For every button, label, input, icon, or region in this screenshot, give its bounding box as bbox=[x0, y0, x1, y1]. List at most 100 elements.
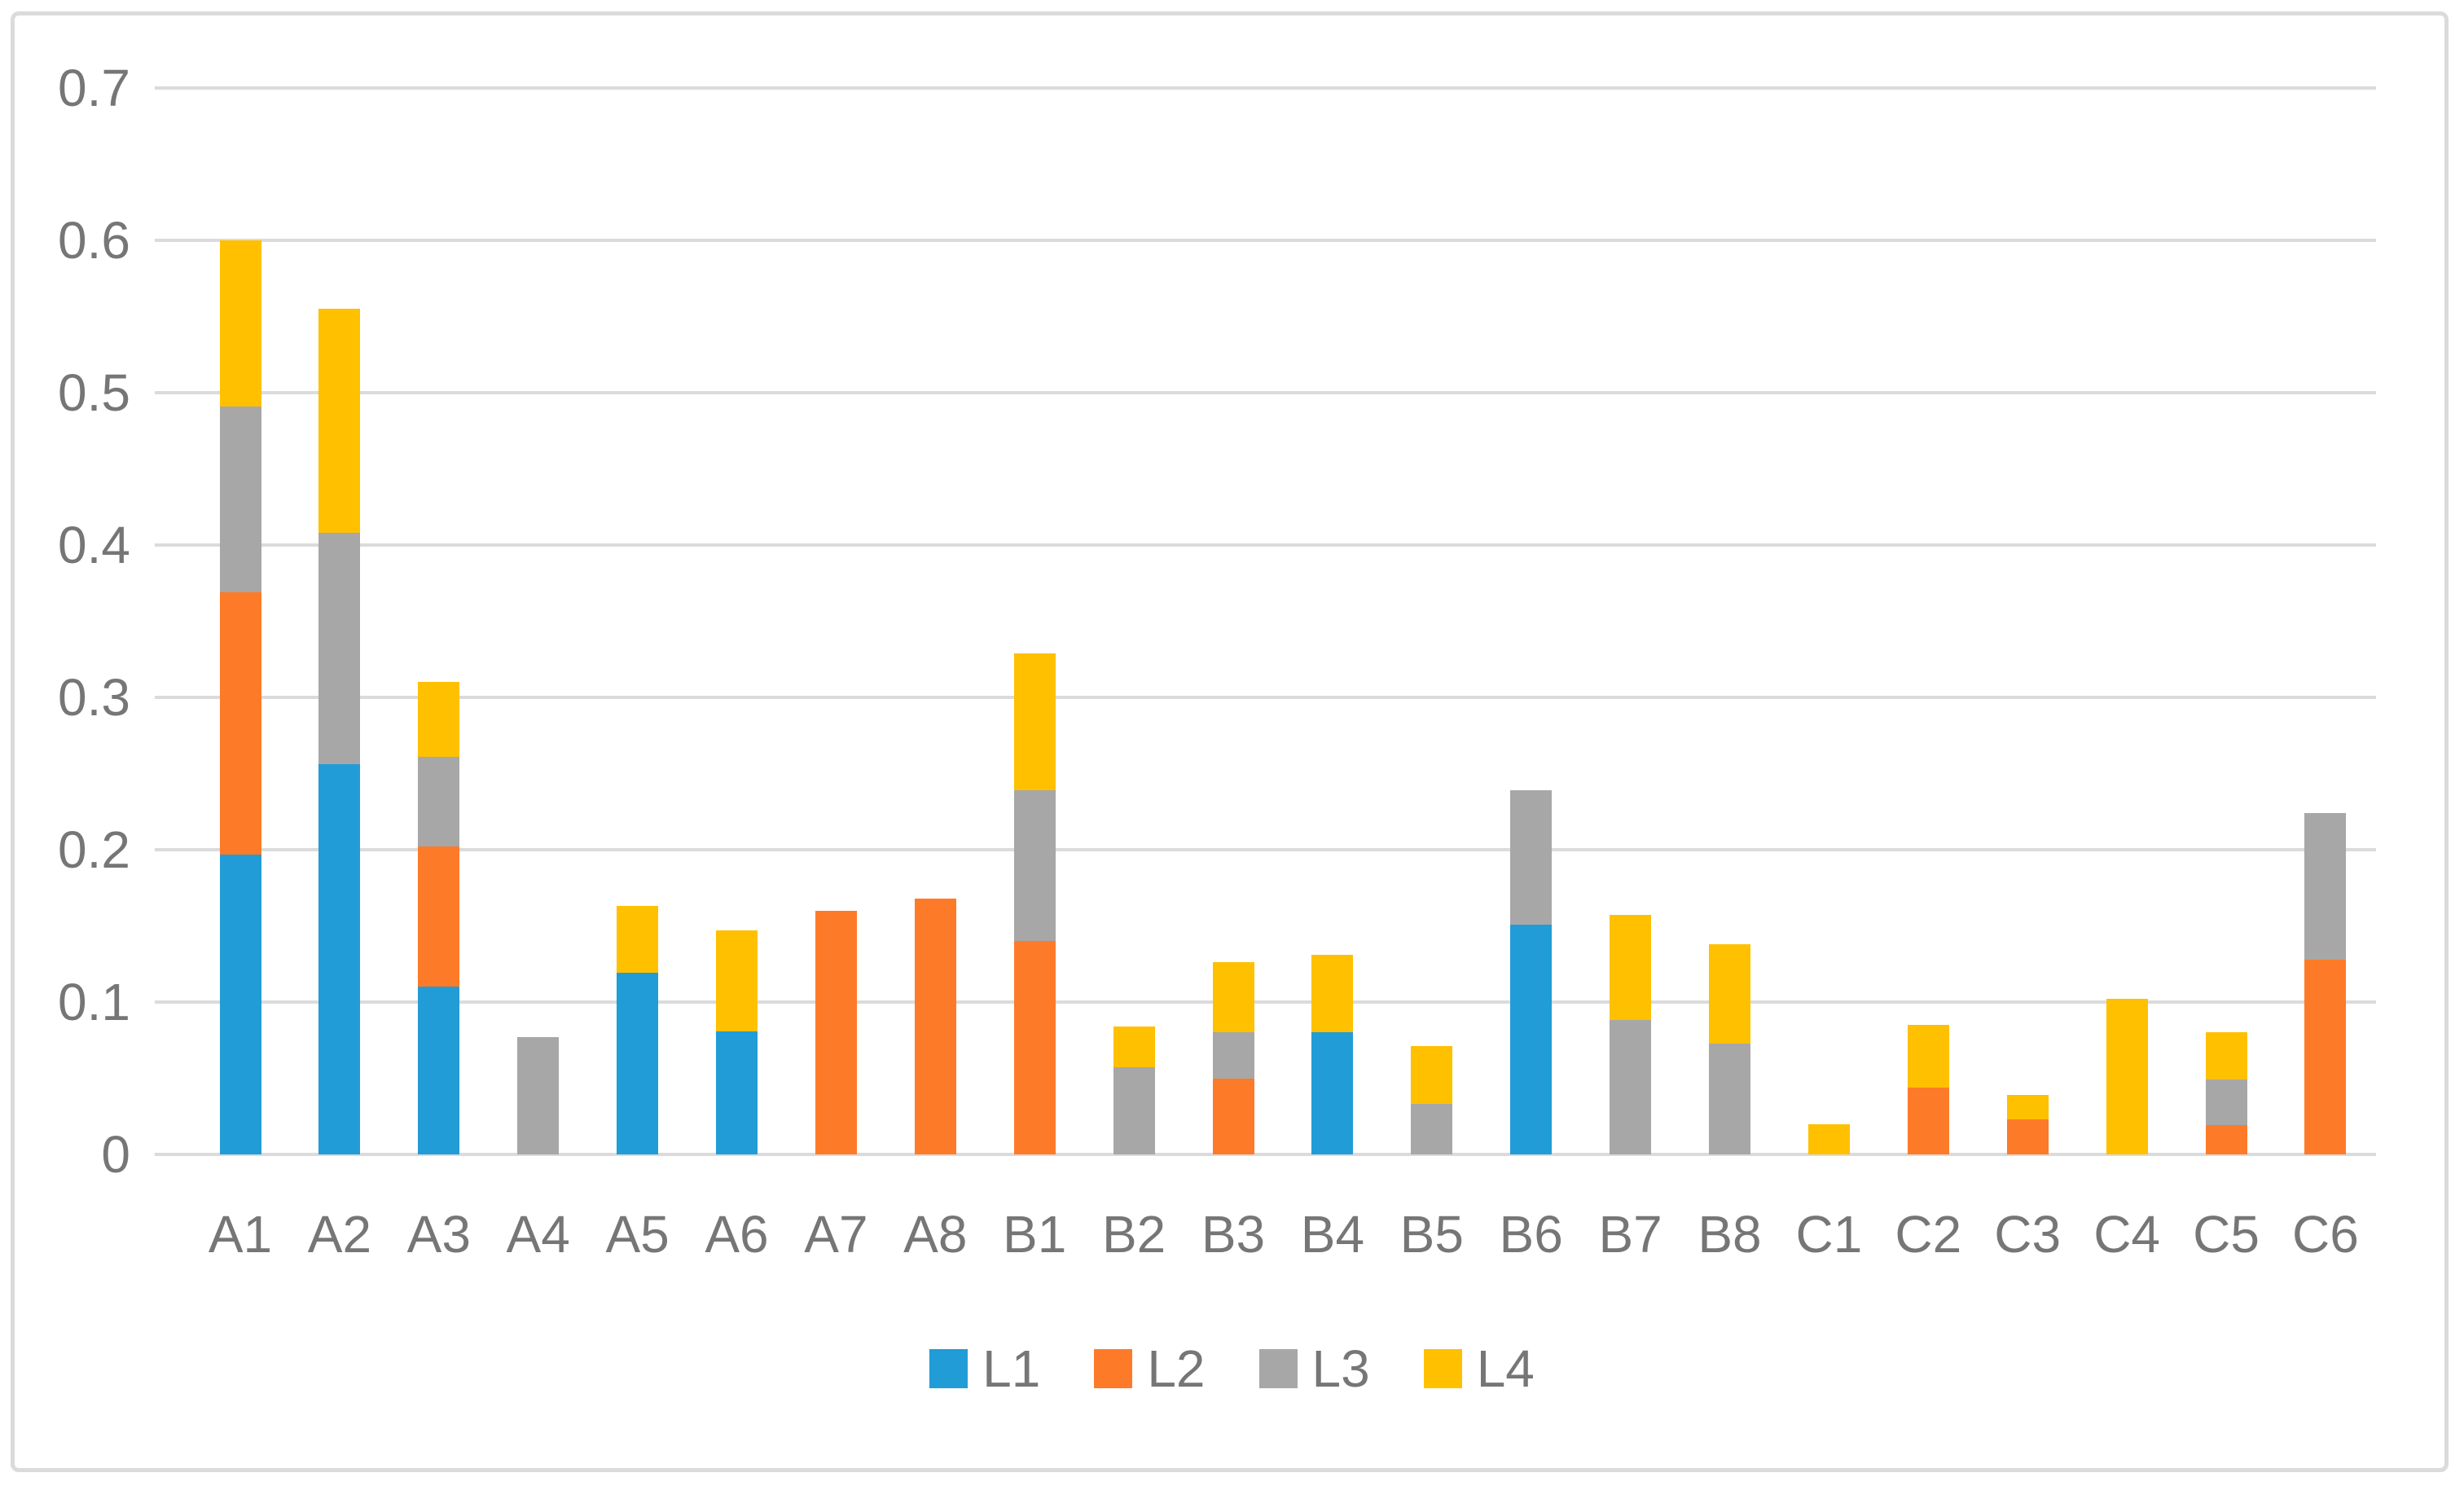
bar-segment-C5-L4 bbox=[2205, 1032, 2247, 1080]
bar-segment-C5-L3 bbox=[2205, 1079, 2247, 1126]
x-category-label-A7: A7 bbox=[804, 1205, 868, 1264]
legend-label-L4: L4 bbox=[1476, 1339, 1535, 1398]
x-category-label-A1: A1 bbox=[208, 1205, 273, 1264]
bar-segment-B4-L4 bbox=[1311, 955, 1354, 1033]
bar-segment-B3-L2 bbox=[1212, 1078, 1254, 1154]
bar-segment-A6-L1 bbox=[716, 1031, 758, 1154]
legend-swatch-L3 bbox=[1258, 1349, 1298, 1388]
gridline-0.1 bbox=[155, 1000, 2376, 1004]
x-category-label-B7: B7 bbox=[1598, 1205, 1662, 1264]
x-category-label-C5: C5 bbox=[2193, 1205, 2260, 1264]
x-category-label-B8: B8 bbox=[1698, 1205, 1762, 1264]
bar-segment-A1-L1 bbox=[219, 854, 261, 1154]
legend-label-L1: L1 bbox=[982, 1339, 1041, 1398]
y-tick-label-0.2: 0.2 bbox=[58, 820, 130, 879]
x-category-label-C6: C6 bbox=[2291, 1205, 2359, 1264]
bar-segment-B1-L2 bbox=[1013, 941, 1056, 1154]
legend-swatch-L2 bbox=[1094, 1349, 1133, 1388]
bar-segment-C3-L4 bbox=[2006, 1095, 2049, 1119]
x-category-label-C2: C2 bbox=[1895, 1205, 1962, 1264]
x-category-label-B6: B6 bbox=[1499, 1205, 1563, 1264]
x-category-label-C4: C4 bbox=[2093, 1205, 2160, 1264]
legend-swatch-L1 bbox=[929, 1349, 968, 1388]
bar-segment-C2-L4 bbox=[1907, 1025, 1949, 1088]
x-category-label-A6: A6 bbox=[705, 1205, 769, 1264]
gridline-0.6 bbox=[155, 239, 2376, 242]
x-category-label-B3: B3 bbox=[1201, 1205, 1266, 1264]
bar-segment-A2-L4 bbox=[318, 309, 361, 534]
legend: L1 L2 L3 L4 bbox=[0, 1343, 2464, 1395]
bar-segment-B7-L3 bbox=[1610, 1020, 1652, 1154]
x-category-label-A5: A5 bbox=[605, 1205, 670, 1264]
bar-segment-A3-L1 bbox=[418, 987, 460, 1154]
gridline-0.5 bbox=[155, 391, 2376, 394]
bar-segment-A3-L2 bbox=[418, 846, 460, 987]
y-tick-label-0.6: 0.6 bbox=[58, 211, 130, 270]
bar-segment-A8-L2 bbox=[914, 898, 956, 1154]
legend-item-L4: L4 bbox=[1423, 1339, 1535, 1398]
x-category-label-A8: A8 bbox=[903, 1205, 968, 1264]
bar-segment-C6-L3 bbox=[2304, 813, 2347, 960]
x-category-label-B4: B4 bbox=[1300, 1205, 1365, 1264]
x-category-label-C1: C1 bbox=[1795, 1205, 1863, 1264]
bar-segment-A2-L1 bbox=[318, 764, 361, 1154]
bar-segment-C4-L4 bbox=[2106, 999, 2148, 1154]
bar-segment-B5-L3 bbox=[1411, 1104, 1453, 1154]
bar-segment-B7-L4 bbox=[1610, 915, 1652, 1021]
legend-label-L2: L2 bbox=[1147, 1339, 1206, 1398]
legend-item-L3: L3 bbox=[1258, 1339, 1370, 1398]
bar-segment-A3-L4 bbox=[418, 682, 460, 757]
y-tick-label-0.5: 0.5 bbox=[58, 363, 130, 422]
x-category-label-B2: B2 bbox=[1101, 1205, 1166, 1264]
legend-item-L2: L2 bbox=[1094, 1339, 1206, 1398]
x-category-label-B5: B5 bbox=[1399, 1205, 1464, 1264]
x-category-label-B1: B1 bbox=[1003, 1205, 1067, 1264]
bar-segment-B3-L3 bbox=[1212, 1032, 1254, 1079]
bar-segment-A4-L3 bbox=[517, 1037, 560, 1154]
y-tick-label-0.1: 0.1 bbox=[58, 973, 130, 1031]
bar-segment-A3-L3 bbox=[418, 756, 460, 847]
gridline-0.4 bbox=[155, 543, 2376, 547]
bar-segment-A1-L4 bbox=[219, 240, 261, 407]
bar-segment-B4-L1 bbox=[1311, 1032, 1354, 1154]
bar-segment-B1-L3 bbox=[1013, 790, 1056, 942]
bar-segment-A1-L2 bbox=[219, 592, 261, 855]
y-tick-label-0.7: 0.7 bbox=[58, 59, 130, 117]
x-category-label-A4: A4 bbox=[506, 1205, 570, 1264]
legend-item-L1: L1 bbox=[929, 1343, 1040, 1395]
legend-label-L3: L3 bbox=[1311, 1339, 1370, 1398]
bar-segment-C3-L2 bbox=[2006, 1119, 2049, 1154]
y-tick-label-0.3: 0.3 bbox=[58, 668, 130, 727]
bar-segment-C6-L2 bbox=[2304, 959, 2347, 1154]
y-tick-label-0.4: 0.4 bbox=[58, 516, 130, 574]
bar-segment-A1-L3 bbox=[219, 406, 261, 592]
x-category-label-A2: A2 bbox=[307, 1205, 372, 1264]
bar-segment-A6-L4 bbox=[716, 930, 758, 1031]
bar-segment-A5-L4 bbox=[617, 906, 659, 974]
bar-segment-B1-L4 bbox=[1013, 653, 1056, 791]
gridline-0.7 bbox=[155, 86, 2376, 90]
bar-segment-C1-L4 bbox=[1807, 1123, 1850, 1154]
bar-segment-C5-L2 bbox=[2205, 1125, 2247, 1154]
bar-segment-B6-L3 bbox=[1510, 790, 1553, 925]
bar-segment-B2-L3 bbox=[1113, 1067, 1155, 1154]
legend-swatch-L4 bbox=[1423, 1349, 1462, 1388]
bar-segment-B6-L1 bbox=[1510, 924, 1553, 1154]
bar-segment-A2-L3 bbox=[318, 533, 361, 765]
y-tick-label-0: 0 bbox=[101, 1125, 130, 1184]
x-category-label-C3: C3 bbox=[1994, 1205, 2062, 1264]
bar-segment-B5-L4 bbox=[1411, 1046, 1453, 1105]
bar-segment-A7-L2 bbox=[815, 910, 857, 1154]
plot-area bbox=[155, 86, 2376, 1156]
bar-segment-B2-L4 bbox=[1113, 1026, 1155, 1068]
gridline-0.2 bbox=[155, 848, 2376, 851]
x-category-label-A3: A3 bbox=[406, 1205, 471, 1264]
gridline-0 bbox=[155, 1153, 2376, 1156]
bar-segment-A5-L1 bbox=[617, 973, 659, 1154]
bar-segment-B3-L4 bbox=[1212, 962, 1254, 1033]
bar-segment-C2-L2 bbox=[1907, 1087, 1949, 1154]
gridline-0.3 bbox=[155, 696, 2376, 699]
bar-segment-B8-L3 bbox=[1709, 1043, 1750, 1154]
bar-segment-B8-L4 bbox=[1709, 943, 1750, 1044]
